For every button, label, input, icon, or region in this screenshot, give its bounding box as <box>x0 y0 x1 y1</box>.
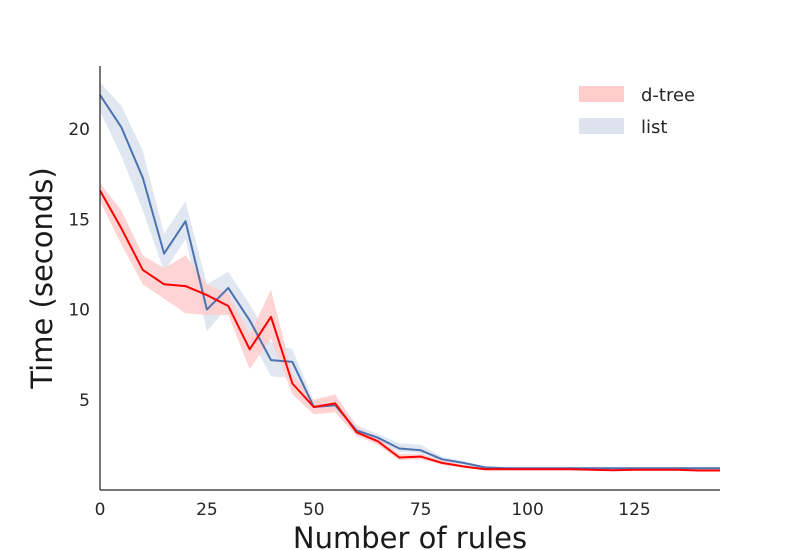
line-d-tree <box>99 190 720 472</box>
y-tick-label: 20 <box>68 120 90 140</box>
line-list <box>99 94 720 470</box>
series-lines <box>99 94 720 472</box>
x-axis-label: Number of rules <box>293 521 527 550</box>
confidence-bands <box>100 82 720 472</box>
y-axis-label: Time (seconds) <box>25 167 59 389</box>
legend-swatch-list <box>579 118 624 134</box>
x-tick-label: 25 <box>196 500 218 520</box>
band-list <box>100 82 720 470</box>
y-tick-label: 10 <box>68 301 90 321</box>
legend-label-d-tree: d-tree <box>641 85 695 106</box>
x-tick-label: 100 <box>511 500 543 520</box>
legend: d-tree list <box>579 85 695 138</box>
legend-label-list: list <box>641 117 667 138</box>
y-tick-labels: 5 10 15 20 <box>68 120 90 411</box>
x-tick-label: 75 <box>410 500 432 520</box>
legend-swatch-d-tree <box>579 86 624 102</box>
x-tick-label: 125 <box>618 500 650 520</box>
y-tick-label: 15 <box>68 210 90 230</box>
x-tick-labels: 0 25 50 75 100 125 <box>95 500 651 520</box>
x-tick-label: 0 <box>95 500 106 520</box>
y-tick-label: 5 <box>79 391 90 411</box>
x-tick-label: 50 <box>303 500 325 520</box>
